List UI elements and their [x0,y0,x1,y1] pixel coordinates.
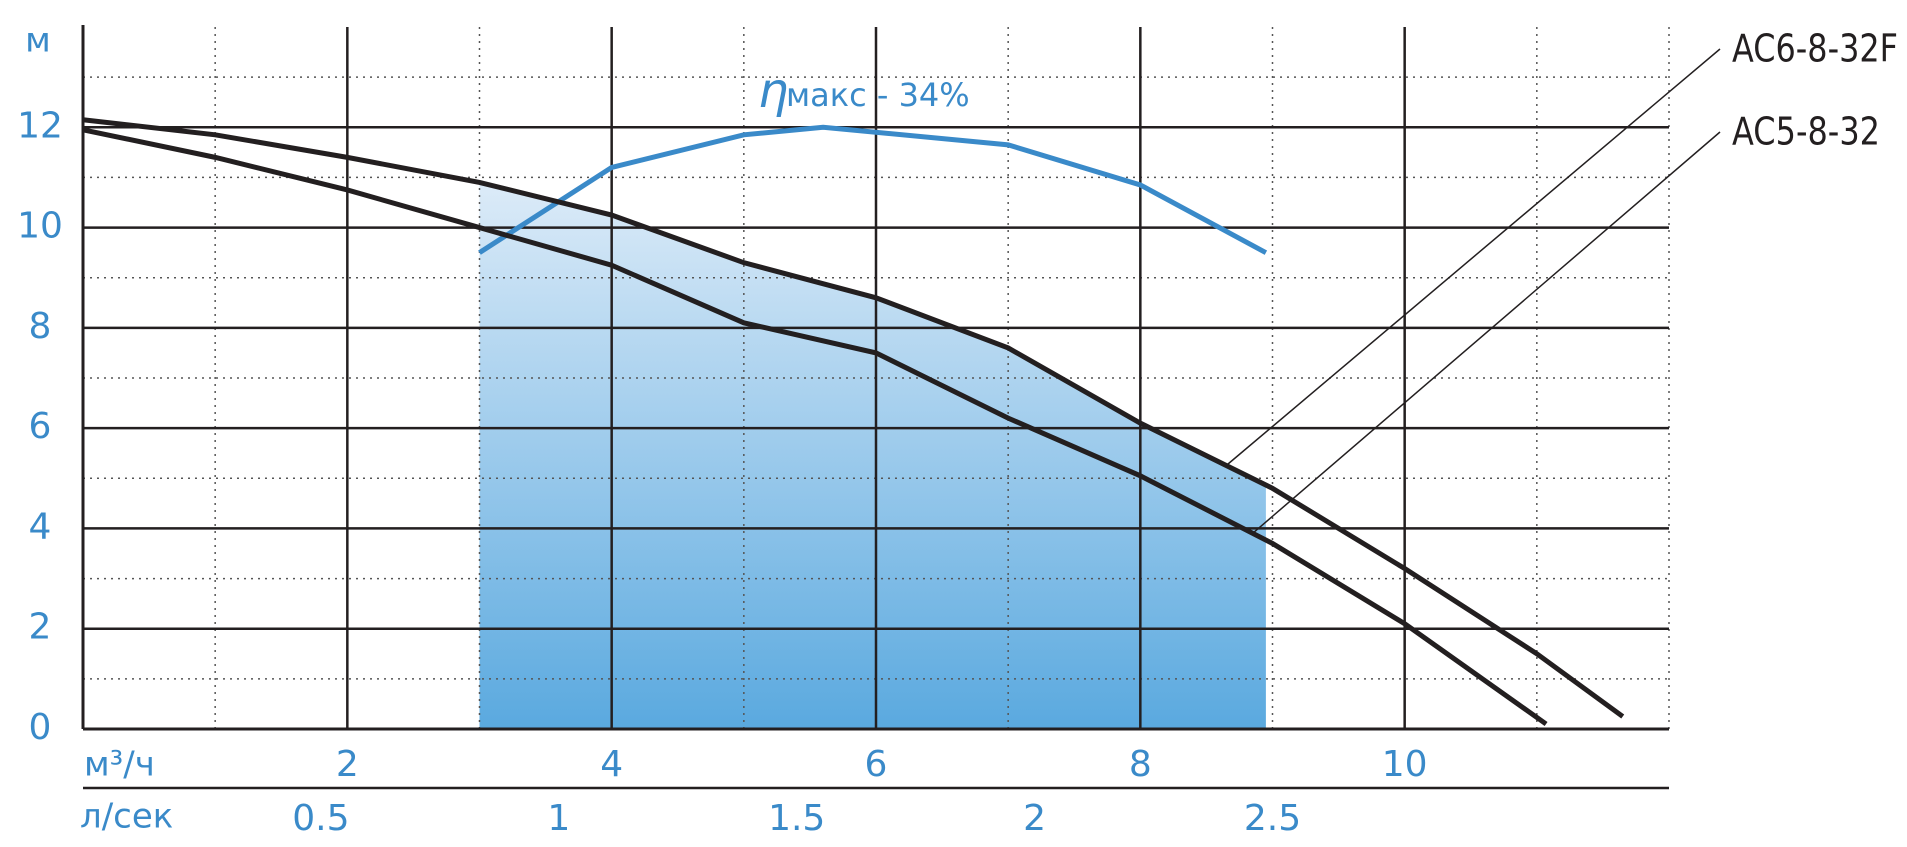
y-tick-label: 4 [29,506,52,547]
x-tick-label: 4 [600,744,623,785]
x2-axis-label: л/сек [80,797,173,837]
y-tick-label: 8 [29,306,52,347]
y-tick-label: 10 [17,206,63,247]
x-tick-label: 6 [865,744,888,785]
y-tick-label: 12 [17,105,63,146]
x2-tick-label: 1 [547,798,570,839]
y-tick-label: 0 [29,707,52,748]
pump-curve [82,117,1625,719]
y-tick-label: 6 [29,406,52,447]
x2-tick-label: 0.5 [292,798,349,839]
x-tick-label: 2 [336,744,359,785]
x2-tick-label: 1.5 [768,798,825,839]
x-tick-label: 8 [1129,744,1152,785]
legend-label: AC6-8-32F [1732,27,1898,71]
leader-line [1252,131,1721,534]
efficiency-symbol: η [758,63,788,119]
x-tick-label: 10 [1382,744,1428,785]
x-axis-label: м³/ч [84,745,155,785]
legend-label: AC5-8-32 [1732,110,1880,154]
leader-line [1225,48,1721,467]
pump-curve [82,127,1548,727]
y-axis-label: м [25,21,51,61]
x2-tick-label: 2 [1023,798,1046,839]
x2-tick-label: 2.5 [1244,798,1301,839]
efficiency-curve [478,124,1268,255]
plot-back [81,25,1670,731]
efficiency-label: макс - 34% [786,76,970,114]
working-range [479,182,1266,729]
y-tick-label: 2 [29,607,52,648]
